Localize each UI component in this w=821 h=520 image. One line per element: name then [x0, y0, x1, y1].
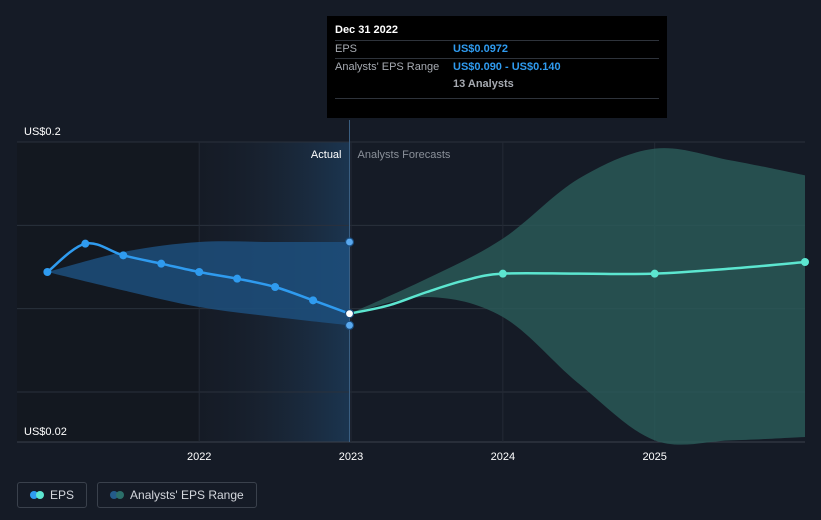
eps-chart: US$0.2 US$0.02 Actual Analysts Forecasts 202…: [17, 120, 809, 463]
eps-actual-point: [309, 296, 318, 305]
tooltip-analysts: 13 Analysts: [335, 76, 659, 99]
section-actual-label: Actual: [311, 149, 342, 161]
tooltip-eps-value: US$0.0972: [453, 43, 509, 55]
tooltip-range-label: Analysts' EPS Range: [335, 61, 440, 73]
x-tick-label: 2022: [187, 451, 211, 463]
legend-range-label: Analysts' EPS Range: [130, 488, 244, 502]
eps-actual-point: [157, 259, 166, 268]
eps-forecast-point: [801, 258, 809, 266]
eps-forecast-line: [349, 260, 806, 315]
eps-forecast-point: [650, 269, 659, 278]
tooltip-eps-label: EPS: [335, 43, 358, 55]
tooltip-eps-row: EPS US$0.0972: [335, 40, 659, 58]
legend: EPS Analysts' EPS Range: [17, 482, 257, 508]
eps-actual-point: [195, 268, 204, 276]
x-tick-label: 2023: [339, 451, 363, 463]
eps-actual-point: [43, 268, 52, 276]
legend-range[interactable]: Analysts' EPS Range: [97, 482, 257, 508]
y-label-bottom: US$0.02: [24, 426, 67, 438]
y-label-top: US$0.2: [24, 126, 61, 138]
x-tick-label: 2025: [642, 451, 666, 463]
x-tick-label: 2024: [491, 451, 515, 463]
tooltip: Dec 31 2022 EPS US$0.0972 Analysts' EPS …: [327, 16, 667, 118]
range-swatch-icon: [110, 491, 125, 499]
eps-actual-point: [233, 274, 242, 283]
eps-actual-point: [81, 239, 90, 248]
tooltip-range-value: US$0.090 - US$0.140: [453, 61, 561, 73]
current-marker: [344, 237, 355, 247]
actual-range-area: [47, 241, 350, 326]
eps-actual-point: [271, 283, 280, 291]
eps-swatch-icon: [30, 491, 44, 499]
forecast-range-area: [349, 148, 805, 445]
tooltip-range-row: Analysts' EPS Range US$0.090 - US$0.140: [335, 58, 659, 76]
section-forecast-label: Analysts Forecasts: [358, 149, 451, 161]
current-marker: [344, 320, 355, 330]
eps-forecast-point: [498, 269, 507, 278]
eps-actual-point: [119, 251, 128, 260]
legend-eps-label: EPS: [50, 488, 75, 502]
legend-eps[interactable]: EPS: [17, 482, 88, 508]
tooltip-date: Dec 31 2022: [335, 24, 398, 36]
current-marker: [344, 309, 355, 319]
